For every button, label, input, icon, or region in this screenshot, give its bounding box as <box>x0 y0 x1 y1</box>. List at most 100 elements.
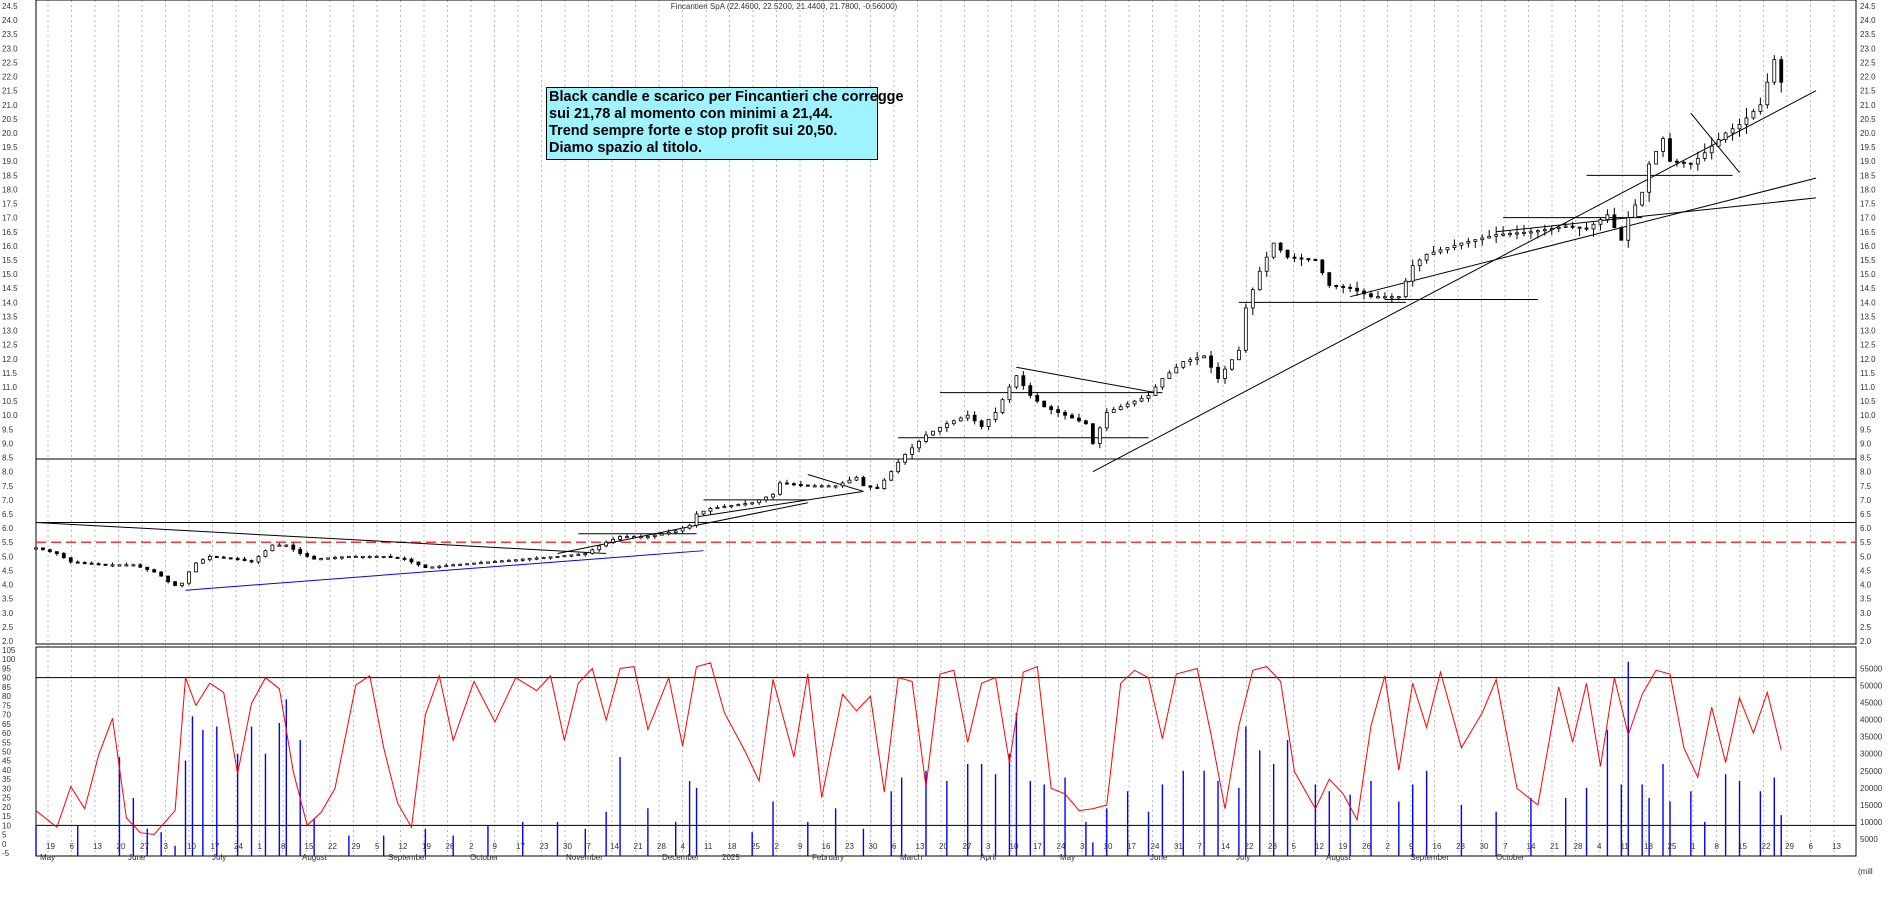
candles-layer <box>34 55 1784 588</box>
candle-body <box>1369 293 1373 298</box>
date-tick-label: 24 <box>1057 842 1066 851</box>
candle-body <box>965 414 970 419</box>
month-label: February <box>812 853 844 862</box>
candle-body <box>597 545 602 551</box>
candle-body <box>1257 270 1262 291</box>
candle-body <box>805 484 810 487</box>
date-tick-label: 9 <box>493 842 498 851</box>
candle-body <box>1410 265 1415 282</box>
price-tick-label-left: 3.0 <box>2 609 14 618</box>
candle-body <box>1598 219 1603 225</box>
price-tick-label-right: 14.0 <box>1860 298 1876 307</box>
candle-body <box>1563 225 1568 228</box>
date-tick-label: 12 <box>1315 842 1324 851</box>
candle-body <box>1084 420 1088 425</box>
price-tick-label-right: 12.0 <box>1860 355 1876 364</box>
month-label: September <box>1410 853 1449 862</box>
candle-body <box>117 564 122 567</box>
candle-body <box>1306 258 1311 261</box>
candle-body <box>833 485 838 488</box>
candle-body <box>1160 378 1165 388</box>
price-tick-label-right: 21.0 <box>1860 101 1876 110</box>
date-tick-label: 10 <box>1010 842 1019 851</box>
candle-body <box>694 513 699 526</box>
candle-body <box>875 486 880 490</box>
candle-body <box>89 562 94 565</box>
date-tick-label: 5 <box>375 842 380 851</box>
date-tick-label: 17 <box>1033 842 1042 851</box>
candle-body <box>1299 257 1304 260</box>
candle-body <box>235 558 240 561</box>
price-tick-label-left: 16.0 <box>2 242 18 251</box>
price-tick-label-left: 11.0 <box>2 383 18 392</box>
candle-body <box>1223 368 1227 379</box>
price-tick-label-left: 13.5 <box>2 312 18 321</box>
oscillator-tick-label: 30 <box>2 784 11 793</box>
candle-body <box>764 496 768 501</box>
price-tick-label-right: 10.0 <box>1860 411 1876 420</box>
candle-body <box>298 548 303 554</box>
trend-line <box>35 521 607 555</box>
trend-line <box>807 474 864 492</box>
candle-body <box>520 558 525 561</box>
candle-body <box>924 434 928 442</box>
candle-body <box>826 485 831 488</box>
date-tick-label: 8 <box>281 842 286 851</box>
month-label: August <box>1326 853 1352 862</box>
candle-body <box>187 571 191 584</box>
candle-body <box>263 550 268 557</box>
candle-body <box>986 419 991 427</box>
price-tick-label-left: 19.0 <box>2 157 18 166</box>
candle-body <box>486 561 490 564</box>
price-tick-label-right: 8.5 <box>1860 454 1872 463</box>
date-tick-label: 7 <box>1503 842 1508 851</box>
date-tick-label: 3 <box>1080 842 1085 851</box>
price-tick-label-right: 17.0 <box>1860 214 1876 223</box>
candle-body <box>1383 296 1387 299</box>
candle-body <box>527 558 532 561</box>
price-tick-label-left: 2.0 <box>2 637 14 646</box>
date-tick-label: 4 <box>1597 842 1602 851</box>
date-tick-label: 18 <box>728 842 737 851</box>
month-label: May <box>40 853 55 862</box>
price-tick-label-left: 12.5 <box>2 341 18 350</box>
candle-body <box>353 555 358 558</box>
price-tick-label-left: 23.0 <box>2 44 18 53</box>
price-tick-label-right: 3.5 <box>1860 595 1872 604</box>
candle-body <box>1779 59 1784 83</box>
month-label: August <box>302 853 328 862</box>
candle-body <box>1341 285 1346 288</box>
candle-body <box>451 564 456 567</box>
candle-body <box>312 555 317 560</box>
candle-body <box>1104 411 1109 429</box>
candle-body <box>1348 286 1353 289</box>
date-tick-label: 13 <box>1832 842 1841 851</box>
price-tick-label-right: 7.0 <box>1860 496 1872 505</box>
date-tick-label: 30 <box>869 842 878 851</box>
oscillator-tick-label: 0 <box>2 840 7 849</box>
month-label: November <box>566 853 603 862</box>
oscillator-tick-label: 55 <box>2 738 11 747</box>
candle-body <box>632 536 636 539</box>
candle-body <box>798 483 803 486</box>
candle-body <box>576 553 581 556</box>
oscillator-tick-label: 50 <box>2 748 11 757</box>
candle-body <box>256 555 261 563</box>
candle-body <box>506 559 511 562</box>
candle-body <box>757 499 762 504</box>
price-tick-label-right: 6.0 <box>1860 524 1872 533</box>
price-tick-label-right: 6.5 <box>1860 510 1872 519</box>
candle-body <box>590 549 595 554</box>
price-tick-label-right: 19.0 <box>1860 157 1876 166</box>
candle-body <box>1556 226 1561 229</box>
price-tick-label-left: 15.0 <box>2 270 18 279</box>
candle-body <box>221 556 226 559</box>
candle-body <box>1515 232 1519 235</box>
candle-body <box>423 564 428 569</box>
candle-body <box>1285 249 1290 258</box>
date-tick-label: 8 <box>1715 842 1720 851</box>
candle-body <box>1487 235 1492 239</box>
date-tick-label: 16 <box>822 842 831 851</box>
candle-body <box>1619 227 1624 241</box>
candle-body <box>1473 239 1478 242</box>
